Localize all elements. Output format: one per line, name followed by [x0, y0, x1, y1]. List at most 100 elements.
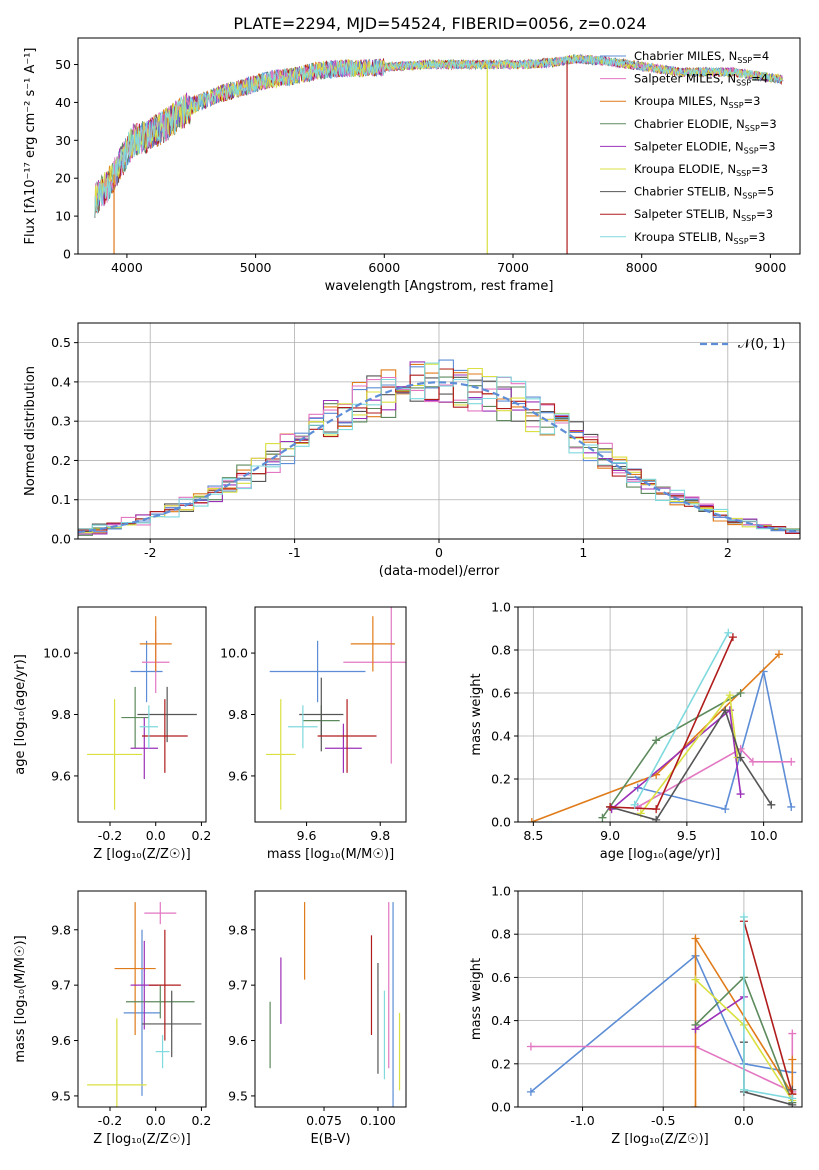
plus-marker [691, 1103, 700, 1107]
y-axis-label: Flux [fλ10⁻¹⁷ erg cm⁻² s⁻¹ A⁻¹] [23, 48, 38, 245]
y-tick-label: 9.8 [228, 922, 248, 937]
y-tick-label: 30 [55, 133, 71, 148]
axes-frame [517, 606, 803, 823]
age_vs_mass-errorbar-2 [350, 616, 395, 672]
mass_vs_Z-errorbar-3 [126, 985, 195, 1019]
plus-marker [724, 628, 733, 637]
plus-marker [787, 802, 796, 811]
x-axis-label: wavelength [Angstrom, rest frame] [325, 279, 554, 294]
y-tick-label: 10.0 [43, 646, 71, 661]
spectrum-plot-area [94, 53, 784, 254]
legend-entry: Chabrier MILES, NSSP=4 [634, 49, 769, 65]
x-tick-label: -0.2 [98, 1113, 122, 1128]
axes-frame [77, 890, 207, 1108]
mass_vs_Z-errorbar-5 [87, 1018, 147, 1107]
y-tick-label: 9.6 [51, 768, 71, 783]
y-tick-label: 40 [55, 95, 71, 110]
x-tick-label: 0.2 [191, 1113, 211, 1128]
y-tick-label: 10 [55, 209, 71, 224]
x-tick-label: -1 [288, 545, 300, 560]
y-tick-label: 9.6 [228, 768, 248, 783]
residual_histogram-plot-area [78, 359, 800, 536]
x-tick-label: 8000 [626, 260, 658, 275]
y-tick-label: 0.0 [491, 815, 511, 830]
plus-marker [630, 800, 639, 809]
legend-entry: Kroupa MILES, NSSP=3 [634, 94, 760, 110]
age_vs_Z-errorbar-8 [139, 705, 158, 749]
x-tick-label: -0.5 [651, 1113, 675, 1128]
y-tick-label: 0.4 [51, 374, 71, 389]
x-tick-label: 8.5 [523, 828, 543, 843]
massweight_vs_Z-plot-area [526, 912, 797, 1107]
x-tick-label: 10.0 [750, 828, 778, 843]
y-tick-label: 0.8 [491, 927, 511, 942]
x-tick-label: 0.0 [734, 1113, 754, 1128]
axes-frame [517, 890, 803, 1108]
age_vs_Z-errorbar-5 [87, 699, 142, 810]
massweight_vs_Z-series-7 [743, 920, 794, 1095]
x-tick-label: 9.6 [297, 828, 317, 843]
plus-marker [787, 757, 796, 766]
y-axis-label: mass weight [469, 673, 484, 755]
x-tick-label: 0.0 [146, 1113, 166, 1128]
plus-marker [652, 815, 661, 822]
x-tick-label: -1.0 [570, 1113, 594, 1128]
massweight_vs_age-series-0 [637, 671, 793, 811]
x-tick-label: 0.100 [360, 1113, 396, 1128]
x-tick-label: 9.5 [677, 828, 697, 843]
plus-marker [721, 805, 730, 814]
y-tick-label: 9.7 [51, 978, 71, 993]
plus-marker [748, 757, 757, 766]
x-tick-label: 9000 [754, 260, 786, 275]
residual_histogram-panel: -2 -1 0 1 2 0.0 0.1 0.2 0.3 0.4 0.5 (data-model)/er… [23, 322, 801, 579]
x-axis-label: E(B-V) [310, 1132, 350, 1147]
massweight_vs_Z-series-4 [695, 996, 745, 1030]
age_vs_mass-errorbar-4 [324, 723, 362, 773]
age_vs_mass-errorbar-7 [317, 699, 377, 773]
massweight_vs_age-panel: 8.5 9.0 9.5 10.0 0.0 0.2 0.4 0.6 0.8 1.0 age [log₁… [469, 600, 803, 862]
y-tick-label: 0 [63, 247, 71, 262]
y-tick-label: 9.6 [51, 1033, 71, 1048]
x-tick-label: 9.0 [600, 828, 620, 843]
plus-marker [652, 805, 661, 814]
x-tick-label: 4000 [111, 260, 143, 275]
legend-entry: Salpeter ELODIE, NSSP=3 [634, 139, 776, 155]
plus-marker [736, 790, 745, 799]
legend-entry: Chabrier STELIB, NSSP=5 [634, 185, 774, 201]
mass_vs_Z-plot-area [87, 902, 202, 1107]
y-tick-label: 0.0 [51, 532, 71, 547]
mass_vs_Z-errorbar-8 [155, 1035, 170, 1069]
plus-marker [774, 650, 783, 659]
plus-marker [691, 975, 700, 984]
y-tick-label: 0.4 [491, 1013, 511, 1028]
axes-frame [77, 37, 801, 255]
plus-marker [788, 1094, 797, 1103]
y-tick-label: 9.8 [228, 707, 248, 722]
plus-marker [526, 1087, 535, 1096]
y-tick-label: 10.0 [220, 646, 248, 661]
legend-entry: Kroupa STELIB, NSSP=3 [634, 230, 765, 246]
mass_vs_Z-errorbar-2 [114, 902, 156, 1035]
y-tick-label: 0.0 [491, 1100, 511, 1115]
x-tick-label: 7000 [497, 260, 529, 275]
y-tick-label: 1.0 [491, 884, 511, 899]
plus-marker [606, 802, 615, 811]
y-axis-label: mass [log₁₀(M/M☉)] [13, 935, 28, 1062]
x-tick-label: 0 [435, 545, 443, 560]
massweight_vs_age-series-1 [637, 747, 792, 808]
y-tick-label: 20 [55, 171, 71, 186]
normal-curve [78, 381, 798, 534]
y-axis-label: Normed distribution [23, 366, 38, 496]
y-tick-label: 9.5 [51, 1088, 71, 1103]
legend-entry: Chabrier ELODIE, NSSP=3 [634, 117, 777, 133]
x-axis-label: Z [log₁₀(Z/Z☉)] [611, 1132, 708, 1147]
y-tick-label: 9.7 [228, 978, 248, 993]
age_vs_Z-errorbar-2 [139, 616, 172, 672]
age_vs_Z-errorbar-4 [130, 717, 158, 779]
y-tick-label: 0.2 [491, 772, 511, 787]
plus-marker [739, 1085, 748, 1094]
massweight_vs_Z-series-0 [530, 954, 793, 1093]
mass_vs_Z-errorbar-6 [142, 990, 202, 1058]
age_vs_Z-errorbar-7 [142, 699, 188, 773]
plus-marker [725, 691, 734, 700]
